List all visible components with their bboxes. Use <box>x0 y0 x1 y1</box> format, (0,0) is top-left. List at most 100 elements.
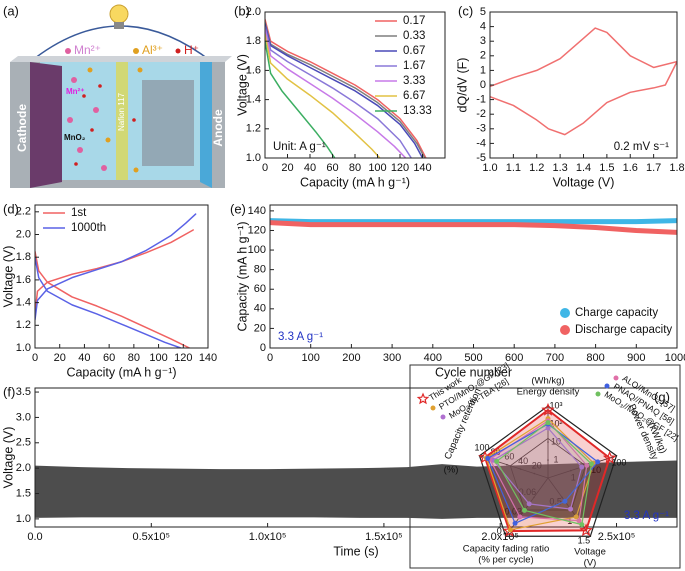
ion-dot <box>175 48 181 54</box>
x-tick-label: 600 <box>505 352 523 364</box>
legend-label: 0.33 <box>403 30 425 42</box>
y-tick-label: 1.6 <box>16 274 31 286</box>
plot <box>270 218 677 235</box>
radar-tick-label: 40 <box>518 456 528 466</box>
y-tick-label: -1 <box>476 94 486 106</box>
radar-marker <box>517 514 523 520</box>
legend-marker <box>613 375 619 381</box>
y-tick-label: 120 <box>248 224 266 236</box>
radar-tick-label: 20 <box>532 460 542 470</box>
x-tick-label: 0 <box>267 352 273 364</box>
radar-marker <box>579 464 585 470</box>
x-tick-label: 140 <box>199 352 217 364</box>
panel-label: (e) <box>230 201 246 216</box>
radar-grid <box>509 437 587 511</box>
panel-label: (f) <box>3 384 15 399</box>
radar-tick <box>506 463 508 466</box>
y-tick-label: 2.0 <box>16 462 31 474</box>
radar-area <box>489 420 588 522</box>
legend-label: 13.33 <box>403 105 432 117</box>
material-label: MnO₂ <box>64 133 86 142</box>
x-axis-label: Cycle number <box>435 365 512 379</box>
y-tick-label: 2.5 <box>16 437 31 449</box>
ions <box>67 77 107 171</box>
line <box>265 21 426 158</box>
radar-marker <box>545 420 551 426</box>
y-tick-label: 1 <box>480 64 486 76</box>
line <box>265 18 427 158</box>
radar-marker <box>545 425 551 431</box>
legend-label: 0.67 <box>403 45 425 57</box>
plot <box>265 18 427 158</box>
x-tick-label: 120 <box>391 162 409 174</box>
line <box>265 28 407 158</box>
y-tick-label: 1.5 <box>16 487 31 499</box>
ion-dot <box>133 48 139 54</box>
x-tick-label: 900 <box>627 352 645 364</box>
y-axis-label: dQ/dV (F) <box>455 58 469 113</box>
y-tick-label: 3.5 <box>16 386 31 398</box>
radar-tick-label: 0.5 <box>549 496 562 506</box>
radar-tick-label: 1 <box>553 454 558 464</box>
x-tick-label: 100 <box>302 352 320 364</box>
y-tick-label: 4 <box>480 21 486 33</box>
membrane-label: Nafion 117 <box>117 92 126 131</box>
x-tick-label: 1.7 <box>646 162 661 174</box>
membrane <box>116 62 128 180</box>
radar-tick <box>561 496 563 499</box>
y-tick-label: 2.2 <box>16 206 31 218</box>
y-tick-label: 40 <box>254 303 266 315</box>
plot <box>35 460 677 519</box>
radar-marker <box>595 459 601 465</box>
radar-marker <box>485 455 491 461</box>
box-top <box>10 56 232 62</box>
x-tick-label: 300 <box>383 352 401 364</box>
y-tick-label: 1.8 <box>246 35 261 47</box>
y-tick-label: 1.8 <box>16 251 31 263</box>
x-tick-label: 20 <box>54 352 66 364</box>
y-tick-label: 2 <box>480 50 486 62</box>
x-tick-label: 2.5x10⁵ <box>598 531 636 543</box>
x-tick-label: 60 <box>103 352 115 364</box>
x-tick-label: 120 <box>174 352 192 364</box>
radar-marker <box>526 501 532 507</box>
x-tick-label: 500 <box>464 352 482 364</box>
plot-frame <box>264 11 446 159</box>
x-tick-label: 1.2 <box>529 162 544 174</box>
legend-marker <box>560 325 570 335</box>
y-tick-label: 60 <box>254 283 266 295</box>
radar-axis-unit: (%) <box>444 465 459 476</box>
radar-axis <box>505 477 549 537</box>
line <box>35 250 191 348</box>
radar-tick-label: 1 <box>567 516 572 526</box>
x-tick-label: 1.0x10⁵ <box>249 531 287 543</box>
radar-tick <box>547 441 549 443</box>
legend-label: 3.33 <box>403 75 425 87</box>
radar-axis-unit: (Wh/kg) <box>531 376 564 387</box>
y-tick-label: 80 <box>254 264 266 276</box>
y-tick-label: 1.0 <box>246 152 261 164</box>
x-axis-label: Capacity (mA h g⁻¹) <box>300 175 410 189</box>
radar-area <box>492 427 583 510</box>
radar-tick-label: 0 <box>497 526 502 536</box>
plot-frame <box>34 387 678 528</box>
cathode-slab <box>30 62 62 188</box>
anode-slab <box>200 62 212 188</box>
legend-label: Charge capacity <box>575 307 658 319</box>
radar-tick-label: 10 <box>591 465 601 475</box>
radar-marker <box>602 450 617 464</box>
ion-label: H⁺ <box>184 43 199 57</box>
panel-label: (g) <box>654 389 670 404</box>
radar-tick-label: 100 <box>611 458 626 468</box>
panel-label: (b) <box>234 3 250 18</box>
radar-marker <box>579 522 585 528</box>
y-tick-label: 0 <box>260 342 266 354</box>
x-tick-label: 80 <box>349 162 361 174</box>
y-axis-label: Capacity (mA h g⁻¹) <box>235 221 249 331</box>
radar-tick-label: 10² <box>549 418 562 428</box>
x-tick-label: 0.0 <box>27 531 42 543</box>
plot-frame <box>269 204 678 349</box>
legend-marker <box>416 392 430 405</box>
annotation: 3.3 A g⁻¹ <box>278 331 323 343</box>
radar-tick <box>615 454 618 457</box>
